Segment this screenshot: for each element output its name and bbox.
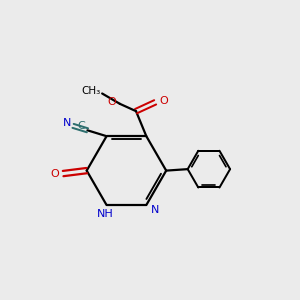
- Text: CH₃: CH₃: [81, 86, 101, 96]
- Text: N: N: [150, 205, 159, 215]
- Text: C: C: [77, 121, 85, 131]
- Text: O: O: [50, 169, 59, 178]
- Text: O: O: [107, 97, 116, 107]
- Text: NH: NH: [97, 209, 113, 219]
- Text: N: N: [62, 118, 71, 128]
- Text: O: O: [159, 96, 168, 106]
